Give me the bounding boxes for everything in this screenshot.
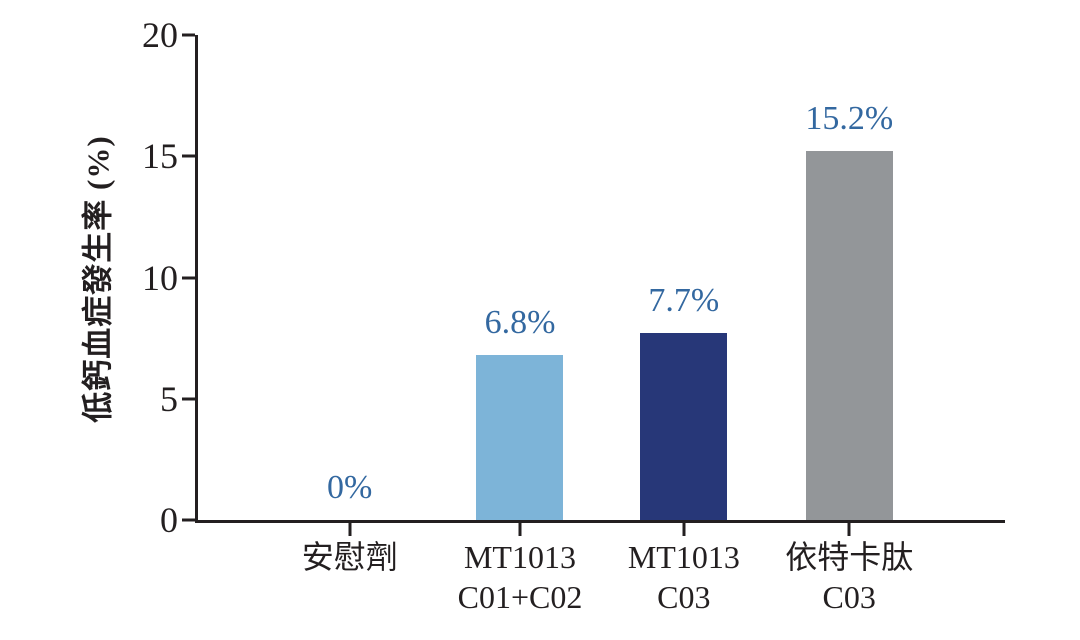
category-label-line: 安慰劑	[301, 539, 398, 575]
category-label-line: MT1013	[627, 539, 740, 575]
category-label-line: C03	[657, 579, 711, 615]
category-label: 依特卡肽 C03	[785, 537, 913, 617]
value-label: 6.8%	[484, 304, 556, 342]
y-tick-label: 10	[142, 257, 178, 298]
category-label-line: MT1013	[463, 539, 576, 575]
x-tick-mark	[348, 523, 352, 536]
category-label-line: 依特卡肽	[785, 539, 914, 575]
y-tick-mark	[182, 276, 195, 279]
value-label: 0%	[327, 469, 373, 506]
y-tick-label: 5	[160, 378, 178, 419]
plot-area: 0 5 10 15 20 0% 安慰劑 6.8% MT1013 C01+C02 7.7% MT1013…	[142, 17, 1005, 615]
y-tick-mark	[182, 154, 195, 158]
bar	[640, 333, 728, 520]
bar	[805, 151, 893, 520]
bar	[476, 355, 564, 520]
category-label-line: C01+C02	[457, 579, 583, 615]
y-tick-mark	[182, 518, 195, 522]
y-tick-mark	[182, 33, 195, 37]
x-tick-mark	[682, 523, 686, 536]
category-label: 安慰劑	[302, 537, 398, 577]
x-tick-mark	[847, 523, 851, 536]
x-tick-mark	[518, 523, 522, 536]
y-tick-mark	[182, 397, 195, 401]
y-tick-label: 20	[142, 15, 178, 55]
category-label-line: C03	[822, 579, 876, 615]
category-label: MT1013 C01+C02	[458, 537, 583, 617]
value-label: 7.7%	[648, 282, 720, 320]
y-axis-title: 低鈣血症發生率 (%)	[80, 135, 116, 423]
category-label: MT1013 C03	[628, 537, 740, 617]
y-tick-label: 0	[160, 500, 178, 540]
y-tick-label: 15	[142, 136, 178, 177]
value-label: 15.2%	[805, 100, 894, 138]
